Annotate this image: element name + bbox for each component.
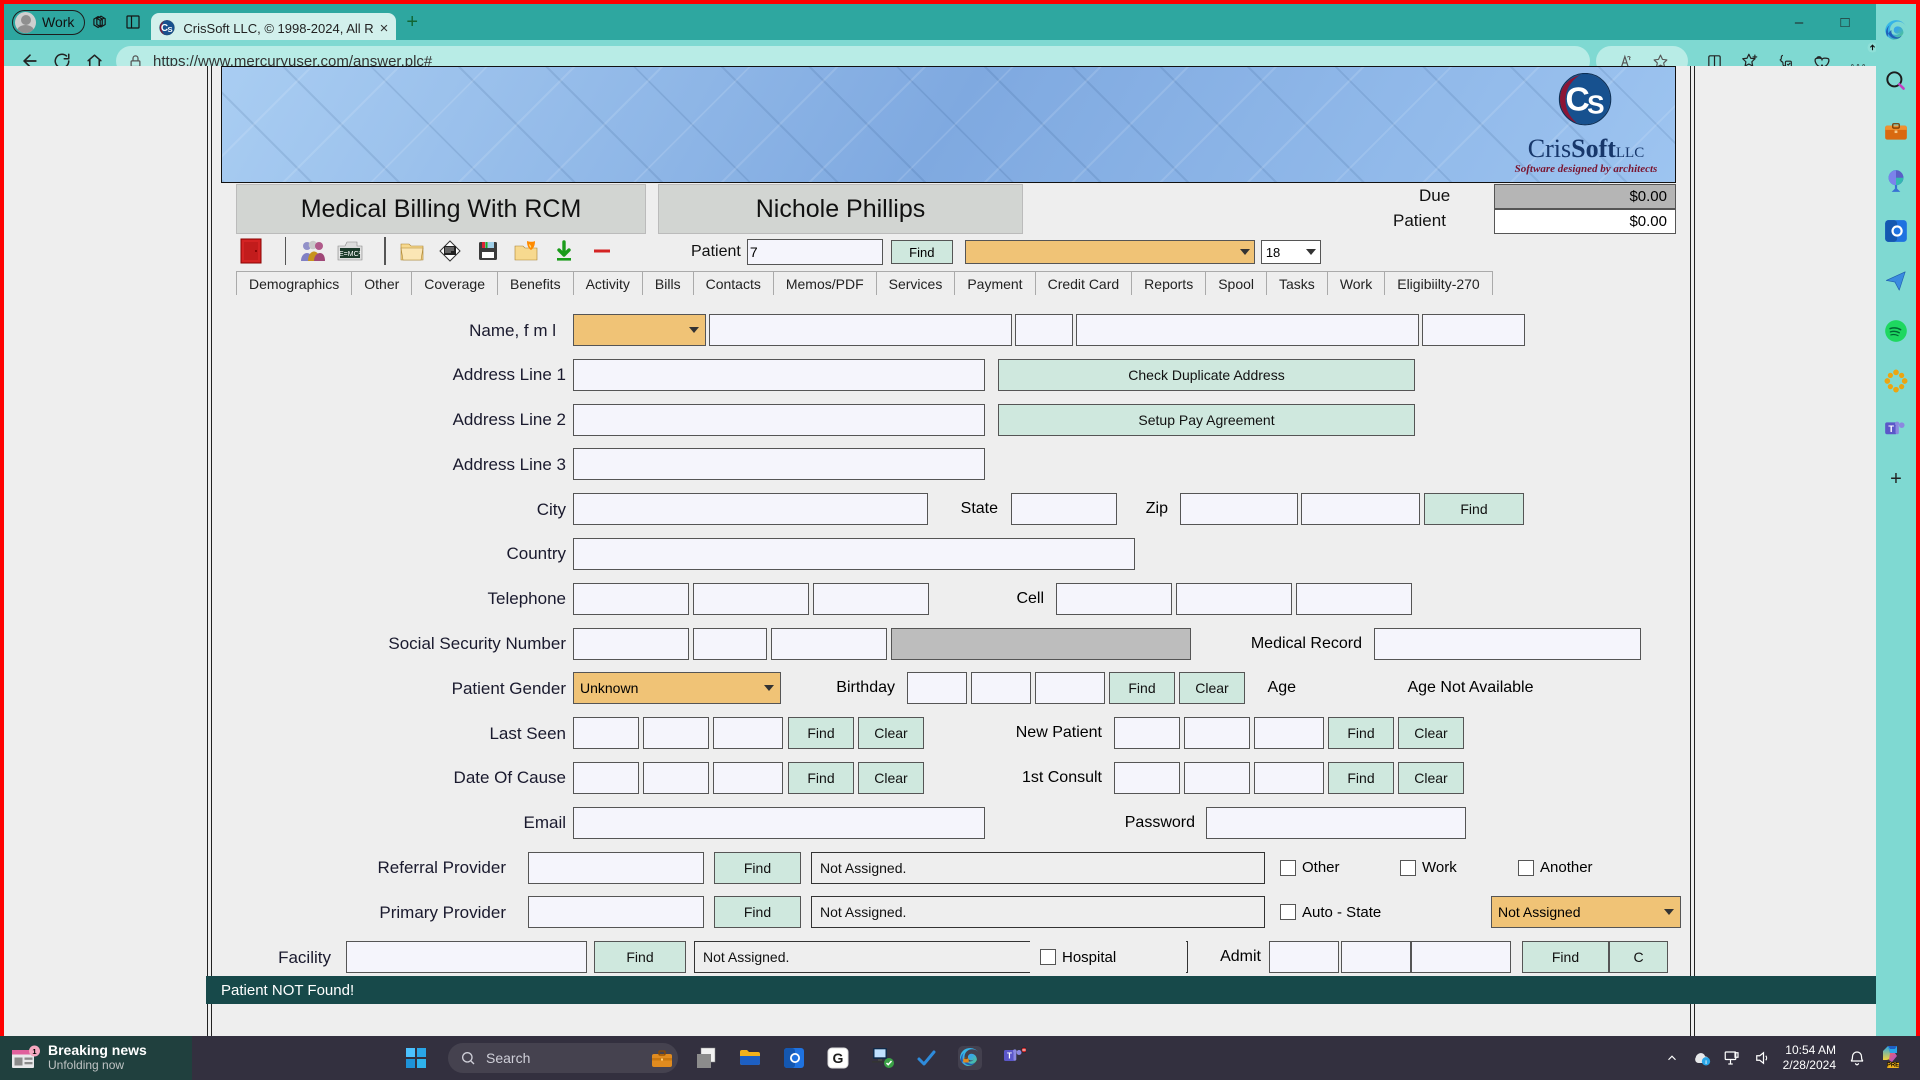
svg-text:C: C bbox=[1565, 81, 1589, 118]
svg-text:G: G bbox=[833, 1050, 844, 1066]
svg-text:T: T bbox=[1007, 1052, 1012, 1061]
svg-text:PRE: PRE bbox=[1887, 1063, 1899, 1069]
svg-text:T: T bbox=[1888, 424, 1894, 434]
svg-text:E=MC²: E=MC² bbox=[339, 251, 362, 258]
svg-text:1: 1 bbox=[32, 1047, 36, 1056]
svg-text:S: S bbox=[168, 25, 173, 34]
svg-text:S: S bbox=[1587, 90, 1604, 120]
